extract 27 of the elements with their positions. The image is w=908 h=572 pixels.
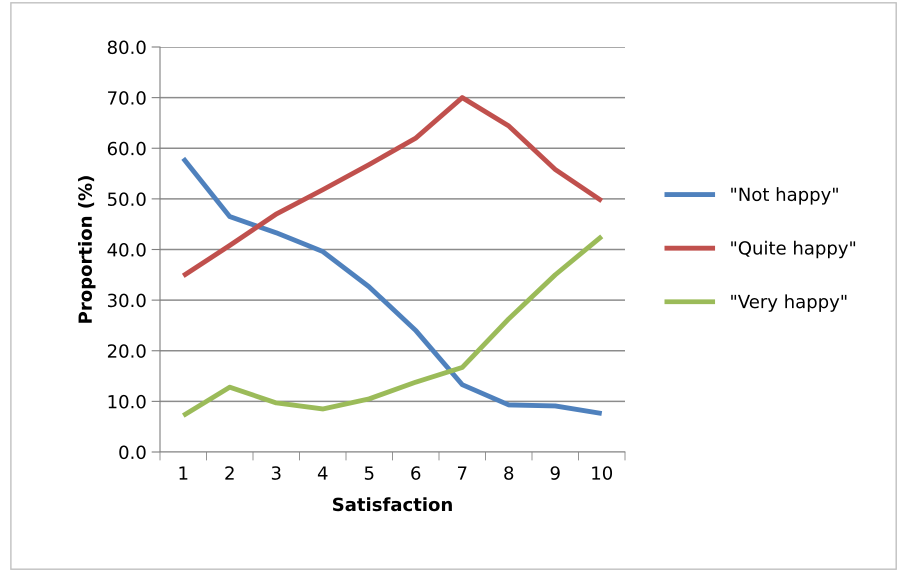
x-tick-label: 10	[592, 466, 612, 480]
x-tick-label: 9	[550, 466, 560, 480]
x-tick-label: 5	[364, 466, 374, 480]
y-tick-label: 0.0	[119, 445, 146, 460]
y-tick-label: 20.0	[108, 344, 146, 358]
x-tick-label: 8	[504, 466, 514, 480]
x-axis-title: Satisfaction	[333, 497, 452, 512]
y-tick-label: 80.0	[108, 40, 146, 54]
x-tick-label: 2	[225, 466, 234, 480]
x-tick-label: 6	[411, 466, 420, 480]
line-series	[180, 234, 604, 418]
y-tick-label: 30.0	[108, 294, 146, 308]
legend-label: "Quite happy"	[731, 240, 856, 258]
line-series	[180, 95, 604, 278]
x-tick-label: 4	[318, 466, 328, 480]
x-tick-label: 7	[458, 466, 466, 480]
y-tick-label: 10.0	[108, 394, 146, 408]
y-tick-label: 40.0	[107, 242, 146, 257]
y-tick-label: 60.0	[108, 142, 146, 156]
legend-label: "Very happy"	[731, 294, 846, 312]
x-tick-label: 1	[179, 466, 188, 480]
x-tick-label: 3	[272, 466, 281, 480]
y-axis-title: Proportion (%)	[78, 176, 96, 323]
y-tick-label: 70.0	[108, 91, 146, 105]
line-series	[180, 156, 604, 416]
y-tick-label: 50.0	[108, 192, 146, 206]
legend-label: "Not happy"	[731, 187, 838, 205]
